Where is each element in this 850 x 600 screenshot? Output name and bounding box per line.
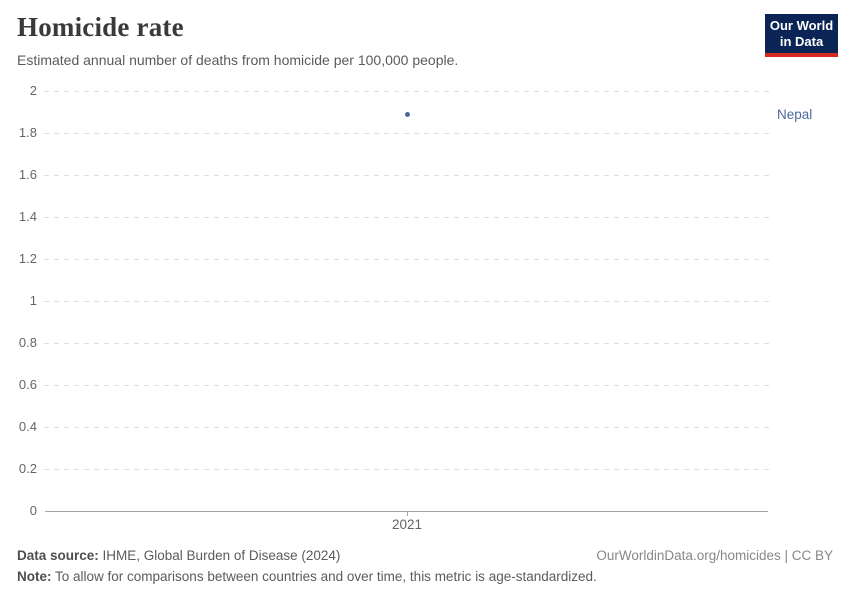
gridline (44, 91, 770, 92)
y-tick-label: 1.4 (18, 209, 37, 224)
y-tick-label: 0.6 (18, 377, 37, 392)
y-tick-label: 2 (29, 83, 37, 98)
gridline (44, 385, 770, 386)
chart-plot-area: 0 0.2 0.4 0.6 0.8 1 1.2 1.4 1.6 1.8 2 2021 Nepal (18, 83, 813, 532)
data-source-label: Data source: (17, 548, 99, 563)
gridline (44, 427, 770, 428)
note-text: To allow for comparisons between countri… (51, 569, 597, 584)
data-source-line: Data source: IHME, Global Burden of Dise… (17, 548, 340, 563)
gridline (44, 259, 770, 260)
gridline (44, 133, 770, 134)
entity-label[interactable]: Nepal (777, 107, 813, 122)
y-tick-label: 0.8 (18, 335, 37, 350)
y-tick-label: 1.2 (18, 251, 37, 266)
x-tick-label: 2021 (391, 517, 423, 532)
owid-logo[interactable]: Our World in Data (765, 14, 838, 57)
chart-subtitle: Estimated annual number of deaths from h… (17, 52, 459, 68)
y-tick-label: 1.6 (18, 167, 37, 182)
gridline (44, 343, 770, 344)
gridline (44, 469, 770, 470)
data-source-text: IHME, Global Burden of Disease (2024) (98, 548, 341, 563)
credit-link[interactable]: OurWorldinData.org/homicides | CC BY (596, 548, 833, 563)
chart-title: Homicide rate (17, 12, 184, 42)
owid-logo-line2: in Data (779, 33, 824, 49)
note-label: Note: (17, 569, 52, 584)
y-tick-label: 1 (29, 293, 37, 308)
y-tick-label: 0 (29, 503, 37, 518)
data-point[interactable] (405, 112, 410, 117)
y-tick-label: 0.2 (18, 461, 37, 476)
x-tick-mark (407, 511, 408, 516)
y-tick-label: 0.4 (18, 419, 37, 434)
gridline (44, 217, 770, 218)
x-axis-line (45, 511, 768, 512)
gridline (44, 301, 770, 302)
y-tick-label: 1.8 (18, 125, 37, 140)
gridline (44, 175, 770, 176)
owid-logo-line1: Our World (769, 17, 834, 33)
note-line: Note: To allow for comparisons between c… (17, 569, 597, 584)
